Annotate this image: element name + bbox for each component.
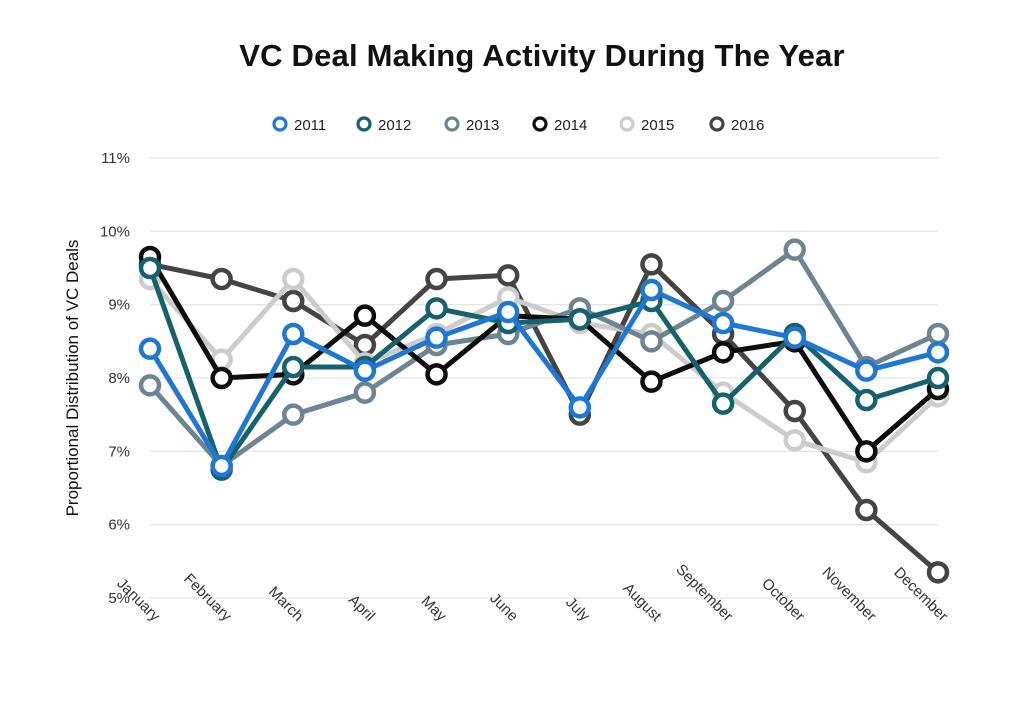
series-group: [138, 238, 950, 584]
x-tick-label: March: [265, 583, 306, 624]
y-tick-label: 11%: [101, 150, 130, 167]
data-point[interactable]: [210, 267, 233, 291]
legend-label: 2012: [378, 117, 411, 134]
data-point[interactable]: [425, 297, 448, 320]
data-point[interactable]: [926, 561, 950, 584]
x-tick-label: August: [620, 580, 666, 626]
legend: 2011 2012 2013 2014 2015 2016: [272, 116, 764, 134]
y-tick-label: 8%: [108, 370, 130, 387]
data-point[interactable]: [711, 289, 735, 313]
series-line: [148, 276, 940, 465]
data-point[interactable]: [210, 366, 233, 390]
legend-label: 2014: [554, 117, 587, 134]
y-tick-label: 9%: [108, 297, 130, 314]
data-point[interactable]: [926, 366, 950, 390]
y-tick-label: 7%: [108, 443, 130, 460]
data-point[interactable]: [425, 326, 448, 349]
data-point[interactable]: [138, 337, 162, 360]
legend-item[interactable]: 2014: [532, 116, 587, 134]
x-tick-label: November: [819, 564, 880, 625]
data-point[interactable]: [568, 396, 592, 419]
data-point[interactable]: [282, 322, 305, 346]
legend-label: 2016: [731, 117, 764, 134]
legend-item[interactable]: 2011: [272, 116, 326, 134]
data-point[interactable]: [855, 388, 878, 412]
data-point[interactable]: [855, 359, 878, 382]
y-tick-label: 6%: [108, 517, 130, 534]
legend-marker: [709, 116, 725, 132]
x-axis: January February March April May June July Augu…: [113, 561, 951, 625]
x-tick-label: September: [672, 561, 736, 625]
data-point[interactable]: [353, 359, 377, 382]
y-axis: 5% 6% 7% 8% 9% 10% 11%: [100, 150, 130, 607]
data-point[interactable]: [138, 374, 162, 397]
x-tick-label: October: [758, 575, 808, 625]
x-tick-label: June: [486, 590, 521, 625]
legend-item[interactable]: 2013: [444, 116, 499, 134]
data-point[interactable]: [568, 308, 592, 331]
legend-item[interactable]: 2015: [619, 116, 674, 134]
data-point[interactable]: [353, 333, 377, 357]
chart-title: VC Deal Making Activity During The Year: [239, 38, 845, 73]
data-point[interactable]: [496, 264, 520, 287]
data-point[interactable]: [353, 381, 377, 404]
legend-marker: [356, 116, 372, 132]
data-point[interactable]: [640, 278, 663, 302]
series-line: [147, 267, 939, 473]
data-point[interactable]: [210, 454, 233, 478]
data-point[interactable]: [711, 392, 735, 415]
data-point[interactable]: [640, 253, 663, 276]
x-tick-label: April: [345, 592, 378, 625]
data-point[interactable]: [783, 429, 806, 452]
y-axis-title: Proportional Distribution of VC Deals: [63, 240, 82, 517]
legend-label: 2015: [641, 117, 674, 134]
data-point[interactable]: [711, 341, 735, 364]
data-point[interactable]: [926, 322, 950, 346]
legend-item[interactable]: 2016: [709, 116, 764, 134]
legend-item[interactable]: 2012: [356, 116, 411, 134]
data-point[interactable]: [425, 363, 448, 386]
data-point[interactable]: [783, 399, 806, 423]
data-point[interactable]: [640, 370, 663, 393]
legend-label: 2013: [466, 117, 499, 134]
data-point[interactable]: [425, 267, 448, 291]
data-point[interactable]: [496, 300, 520, 324]
data-point[interactable]: [353, 304, 377, 327]
y-tick-label: 5%: [108, 590, 130, 607]
data-point[interactable]: [711, 311, 735, 335]
series-2011: [138, 278, 950, 478]
data-point[interactable]: [138, 256, 162, 280]
data-point[interactable]: [855, 498, 878, 522]
legend-marker: [532, 116, 548, 132]
data-point[interactable]: [282, 267, 305, 291]
data-point[interactable]: [282, 403, 305, 426]
series-line: [149, 261, 940, 575]
data-point[interactable]: [783, 238, 806, 261]
gridlines: [150, 157, 938, 599]
data-point[interactable]: [640, 330, 663, 353]
data-point[interactable]: [282, 355, 305, 379]
data-point[interactable]: [282, 289, 305, 313]
legend-marker: [272, 116, 288, 132]
data-point[interactable]: [855, 440, 878, 463]
legend-marker: [619, 116, 635, 132]
series-2014: [138, 245, 950, 463]
series-line: [147, 255, 940, 454]
legend-marker: [444, 116, 460, 132]
legend-label: 2011: [294, 117, 326, 134]
series-line: [147, 287, 939, 469]
y-tick-label: 10%: [100, 223, 130, 240]
data-point[interactable]: [783, 326, 806, 349]
data-point[interactable]: [926, 341, 950, 364]
